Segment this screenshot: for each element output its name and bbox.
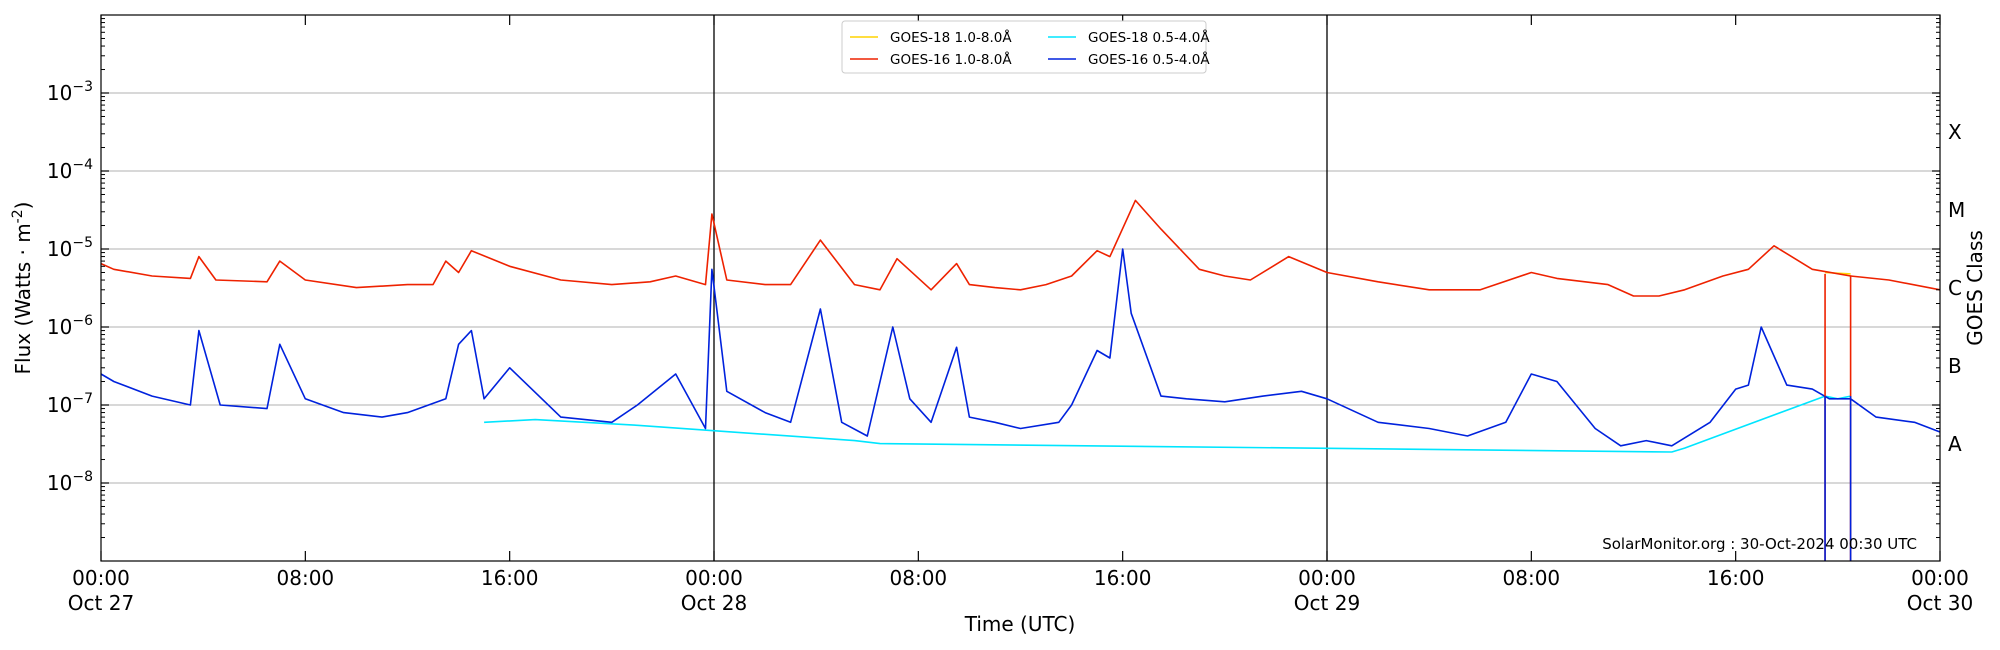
y-tick-label-4: 10−4 [47, 157, 93, 183]
y-axis-label: Flux (Watts · m-2) [10, 202, 35, 375]
legend-box [841, 20, 1207, 74]
y-tick-label-1: 10−7 [47, 391, 93, 417]
x-tick-label-2: 16:00 [481, 566, 539, 590]
series-line-2 [100, 199, 1941, 297]
x-tick-date-6: Oct 29 [1294, 591, 1360, 615]
y-tick-label-0: 10−8 [47, 469, 93, 495]
goes-class-A: A [1948, 432, 1962, 456]
series-lines [100, 199, 1941, 561]
x-tick-label-8: 16:00 [1707, 566, 1765, 590]
series-line-3 [100, 248, 1941, 447]
goes-class-M: M [1948, 198, 1965, 222]
x-tick-label-6: 00:00 [1298, 566, 1356, 590]
x-tick-date-9: Oct 30 [1907, 591, 1973, 615]
x-tick-date-0: Oct 27 [68, 591, 134, 615]
y-tick-label-5: 10−3 [47, 79, 93, 105]
series-line-1 [484, 395, 1851, 453]
legend: GOES-18 1.0-8.0Å GOES-18 0.5-4.0Å GOES-16 … [841, 20, 1210, 74]
goes-class-X: X [1948, 120, 1962, 144]
goes-class-C: C [1948, 276, 1962, 300]
goes-class-B: B [1948, 354, 1962, 378]
legend-label-3: GOES-16 0.5-4.0Å [1088, 51, 1210, 68]
x-tick-label-9: 00:00 [1911, 566, 1969, 590]
legend-label-1: GOES-18 0.5-4.0Å [1088, 29, 1210, 46]
x-axis-label: Time (UTC) [964, 612, 1076, 636]
x-tick-label-5: 16:00 [1094, 566, 1152, 590]
y-axis-label-close: ) [11, 202, 35, 210]
x-tick-label-4: 08:00 [890, 566, 948, 590]
y-tick-label-3: 10−5 [47, 235, 93, 261]
credit-text: SolarMonitor.org : 30-Oct-2024 00:30 UTC [1602, 535, 1917, 553]
legend-label-0: GOES-18 1.0-8.0Å [890, 29, 1012, 46]
x-tick-label-0: 00:00 [72, 566, 130, 590]
plot-frame [100, 14, 1941, 562]
x-tick-label-3: 00:00 [685, 566, 743, 590]
goes-class-axis-label: GOES Class [1963, 230, 1987, 346]
x-tick-date-3: Oct 28 [681, 591, 747, 615]
y-axis-label-exponent: -2 [10, 209, 26, 223]
x-tick-label-7: 08:00 [1503, 566, 1561, 590]
x-tick-label-1: 08:00 [277, 566, 335, 590]
grid-lines [101, 15, 1940, 561]
y-tick-label-2: 10−6 [47, 313, 93, 339]
legend-label-2: GOES-16 1.0-8.0Å [890, 51, 1012, 68]
y-axis-label-main: Flux (Watts · m [11, 223, 35, 374]
